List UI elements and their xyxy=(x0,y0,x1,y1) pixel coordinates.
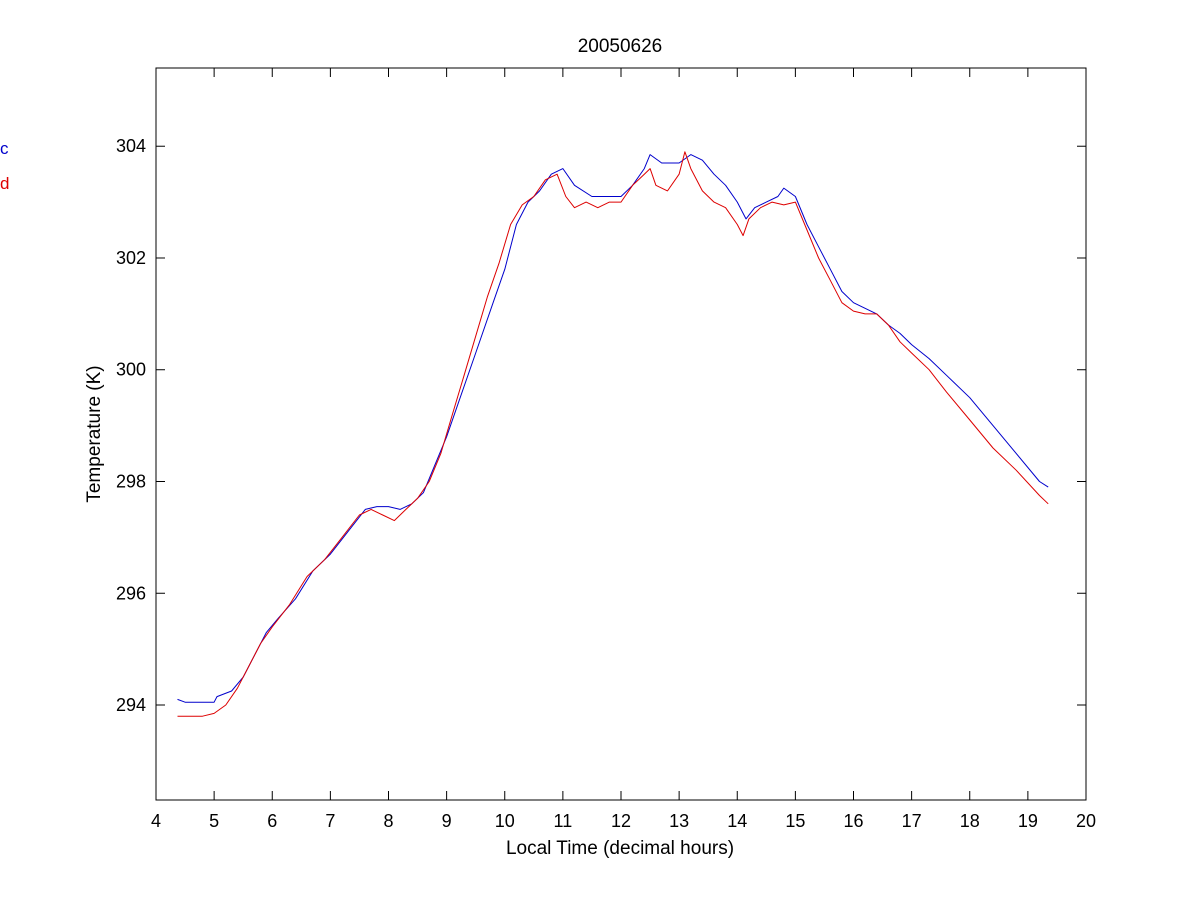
y-tick-label: 304 xyxy=(116,136,146,156)
x-tick-label: 10 xyxy=(495,811,515,831)
x-tick-label: 18 xyxy=(960,811,980,831)
y-tick-label: 294 xyxy=(116,695,146,715)
x-tick-label: 6 xyxy=(267,811,277,831)
legend: cd xyxy=(0,139,9,193)
x-tick-label: 20 xyxy=(1076,811,1096,831)
x-tick-label: 16 xyxy=(843,811,863,831)
plot-area: 4 5 6 7 8 9 10 11 12 13 14 15 16 17 18 19 20 294 296 298 30… xyxy=(116,67,1096,831)
x-tick-label: 5 xyxy=(209,811,219,831)
y-tick-label: 296 xyxy=(116,583,146,603)
legend-entry-c: c xyxy=(0,139,9,158)
x-tick-label: 7 xyxy=(325,811,335,831)
x-tick-label: 17 xyxy=(902,811,922,831)
x-tick-label: 15 xyxy=(785,811,805,831)
x-tick-label: 19 xyxy=(1018,811,1038,831)
x-axis-title: Local Time (decimal hours) xyxy=(506,838,734,859)
legend-entry-d: d xyxy=(0,174,9,193)
x-tick-label: 14 xyxy=(727,811,747,831)
x-tick-label: 9 xyxy=(442,811,452,831)
x-tick-label: 12 xyxy=(611,811,631,831)
y-tick-label: 298 xyxy=(116,471,146,491)
x-tick-label: 8 xyxy=(383,811,393,831)
x-tick-label: 4 xyxy=(151,811,161,831)
chart-title: 20050626 xyxy=(578,36,663,57)
y-tick-label: 300 xyxy=(116,360,146,380)
y-axis-title: Temperature (K) xyxy=(84,365,105,502)
x-tick-label: 11 xyxy=(554,811,573,831)
series-line-d xyxy=(177,151,1049,717)
series-layer xyxy=(177,151,1049,717)
y-tick-label: 302 xyxy=(116,248,146,268)
x-axis: 4 5 6 7 8 9 10 11 12 13 14 15 16 17 18 19 20 xyxy=(151,68,1096,831)
x-tick-label: 13 xyxy=(669,811,689,831)
y-axis: 294 296 298 300 302 304 xyxy=(116,136,1086,715)
